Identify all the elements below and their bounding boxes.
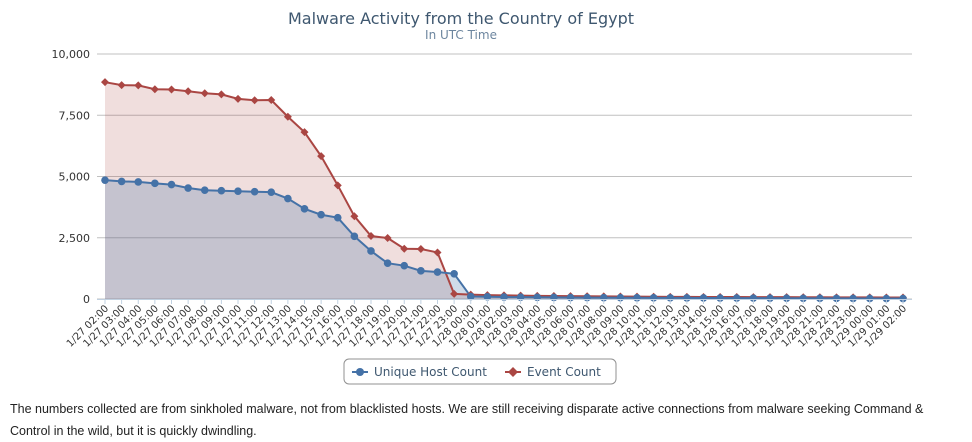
legend-item-event-count[interactable]: Event Count xyxy=(505,365,601,379)
data-point[interactable] xyxy=(367,232,375,241)
y-axis-ticks: 0 2,500 5,000 7,500 10,000 xyxy=(52,48,91,306)
data-point[interactable] xyxy=(333,213,342,222)
data-point[interactable] xyxy=(167,85,176,94)
data-point[interactable] xyxy=(433,248,442,257)
legend-label-unique-host: Unique Host Count xyxy=(374,365,487,379)
chart-container: Malware Activity from the Country of Egy… xyxy=(52,9,912,385)
data-point[interactable] xyxy=(284,194,292,203)
data-point[interactable] xyxy=(101,176,109,184)
data-point[interactable] xyxy=(782,294,791,303)
data-point[interactable] xyxy=(117,81,126,90)
data-point[interactable] xyxy=(200,186,209,195)
chart-subtitle: In UTC Time xyxy=(425,28,497,42)
data-point[interactable] xyxy=(400,244,409,253)
series-area xyxy=(105,180,903,299)
data-point[interactable] xyxy=(200,89,209,98)
data-point[interactable] xyxy=(267,188,276,196)
data-point[interactable] xyxy=(450,289,459,298)
data-point[interactable] xyxy=(184,184,192,192)
data-point[interactable] xyxy=(300,205,309,213)
data-point[interactable] xyxy=(300,128,309,137)
data-point[interactable] xyxy=(417,267,425,275)
data-point[interactable] xyxy=(333,181,342,190)
legend-label-event: Event Count xyxy=(527,365,601,379)
chart-caption: The numbers collected are from sinkholed… xyxy=(10,402,924,438)
data-point[interactable] xyxy=(749,294,758,302)
data-point[interactable] xyxy=(350,232,359,241)
data-point[interactable] xyxy=(433,268,442,276)
data-point[interactable] xyxy=(466,292,475,301)
data-point[interactable] xyxy=(134,81,143,90)
data-point[interactable] xyxy=(899,294,907,303)
data-point[interactable] xyxy=(134,178,143,186)
legend-box xyxy=(343,358,617,385)
data-point[interactable] xyxy=(383,259,392,268)
data-point[interactable] xyxy=(317,210,325,219)
data-point[interactable] xyxy=(367,247,375,255)
data-point[interactable] xyxy=(483,292,492,301)
malware-activity-chart: Malware Activity from the Country of Egy… xyxy=(52,9,912,385)
data-point[interactable] xyxy=(400,261,409,270)
data-point[interactable] xyxy=(217,186,226,195)
data-point[interactable] xyxy=(383,233,392,242)
data-point[interactable] xyxy=(350,212,359,221)
y-tick-label: 10,000 xyxy=(52,48,91,61)
chart-legend: Unique Host Count Event Count xyxy=(343,358,617,385)
data-point[interactable] xyxy=(184,87,193,96)
y-tick-label: 2,500 xyxy=(59,232,91,245)
data-point[interactable] xyxy=(117,177,126,186)
data-point[interactable] xyxy=(816,294,824,303)
chart-title: Malware Activity from the Country of Egy… xyxy=(288,9,634,28)
data-point[interactable] xyxy=(101,78,109,87)
data-point[interactable] xyxy=(832,294,841,303)
y-tick-label: 5,000 xyxy=(59,171,91,184)
data-point[interactable] xyxy=(317,152,326,161)
data-point[interactable] xyxy=(267,96,276,105)
legend-marker-diamond-icon xyxy=(508,367,518,377)
data-point[interactable] xyxy=(151,179,159,188)
data-point[interactable] xyxy=(450,269,458,278)
data-point[interactable] xyxy=(250,96,259,105)
data-point[interactable] xyxy=(766,294,774,302)
data-point[interactable] xyxy=(849,294,857,303)
data-point[interactable] xyxy=(234,94,242,103)
legend-marker-circle-icon xyxy=(356,368,364,376)
data-point[interactable] xyxy=(150,85,159,94)
data-point[interactable] xyxy=(217,90,226,99)
y-tick-label: 0 xyxy=(83,293,90,306)
y-tick-label: 7,500 xyxy=(59,109,91,122)
data-point[interactable] xyxy=(882,294,891,303)
data-point[interactable] xyxy=(167,180,176,189)
data-point[interactable] xyxy=(283,112,292,121)
data-point[interactable] xyxy=(250,187,259,196)
x-axis-ticks: 1/27 02:001/27 03:001/27 04:001/27 05:00… xyxy=(65,299,909,350)
legend-item-unique-host-count[interactable]: Unique Host Count xyxy=(352,365,487,379)
series-area xyxy=(105,82,903,299)
data-point[interactable] xyxy=(865,294,874,303)
data-point[interactable] xyxy=(416,245,425,254)
data-point[interactable] xyxy=(500,293,508,301)
data-point[interactable] xyxy=(799,294,808,303)
data-point[interactable] xyxy=(234,187,242,195)
